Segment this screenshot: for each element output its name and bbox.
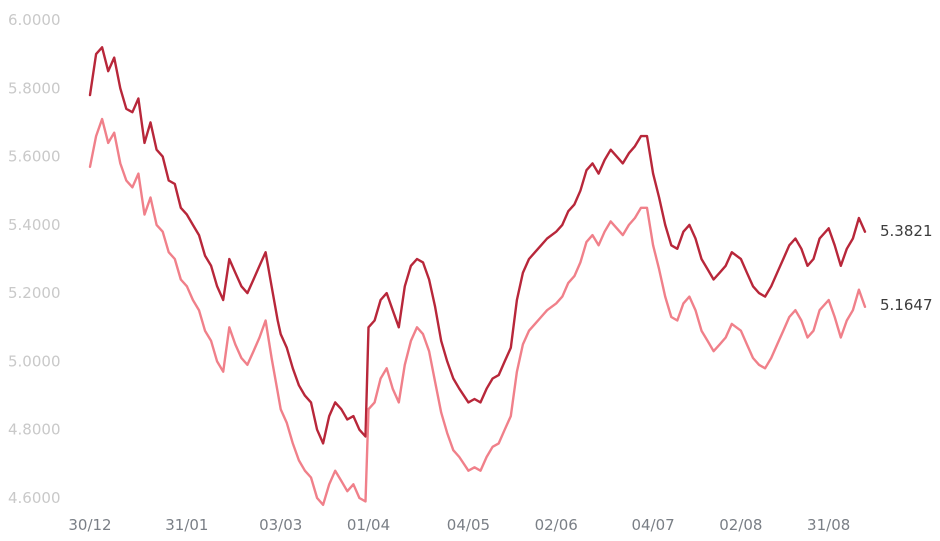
x-tick-label: 02/06 — [535, 516, 578, 534]
x-tick-label: 02/08 — [719, 516, 762, 534]
x-tick-label: 31/08 — [807, 516, 850, 534]
end-value-label-1: 5.3821 — [880, 222, 933, 240]
end-value-label-2: 5.1647 — [880, 296, 933, 314]
series-layer — [88, 46, 867, 506]
y-tick-label: 5.4000 — [8, 216, 61, 234]
y-tick-label: 4.8000 — [8, 421, 61, 439]
end-labels: 5.3821 5.1647 — [880, 222, 933, 314]
y-tick-label: 4.6000 — [8, 489, 61, 507]
series-line-1 — [88, 46, 867, 445]
x-tick-label: 30/12 — [68, 516, 111, 534]
x-axis: 30/12 31/01 03/03 01/04 04/05 02/06 04/07 02/08… — [68, 516, 850, 534]
x-tick-label: 01/04 — [347, 516, 390, 534]
y-tick-label: 6.0000 — [8, 11, 61, 29]
x-tick-label: 03/03 — [259, 516, 302, 534]
x-tick-label: 04/07 — [631, 516, 674, 534]
x-tick-label: 31/01 — [165, 516, 208, 534]
y-tick-label: 5.8000 — [8, 79, 61, 97]
x-tick-label: 04/05 — [447, 516, 490, 534]
y-axis: 6.0000 5.8000 5.6000 5.4000 5.2000 5.0000 4.80… — [8, 11, 61, 507]
y-tick-label: 5.6000 — [8, 148, 61, 166]
series-line-2 — [88, 117, 867, 506]
y-tick-label: 5.2000 — [8, 284, 61, 302]
y-tick-label: 5.0000 — [8, 352, 61, 370]
